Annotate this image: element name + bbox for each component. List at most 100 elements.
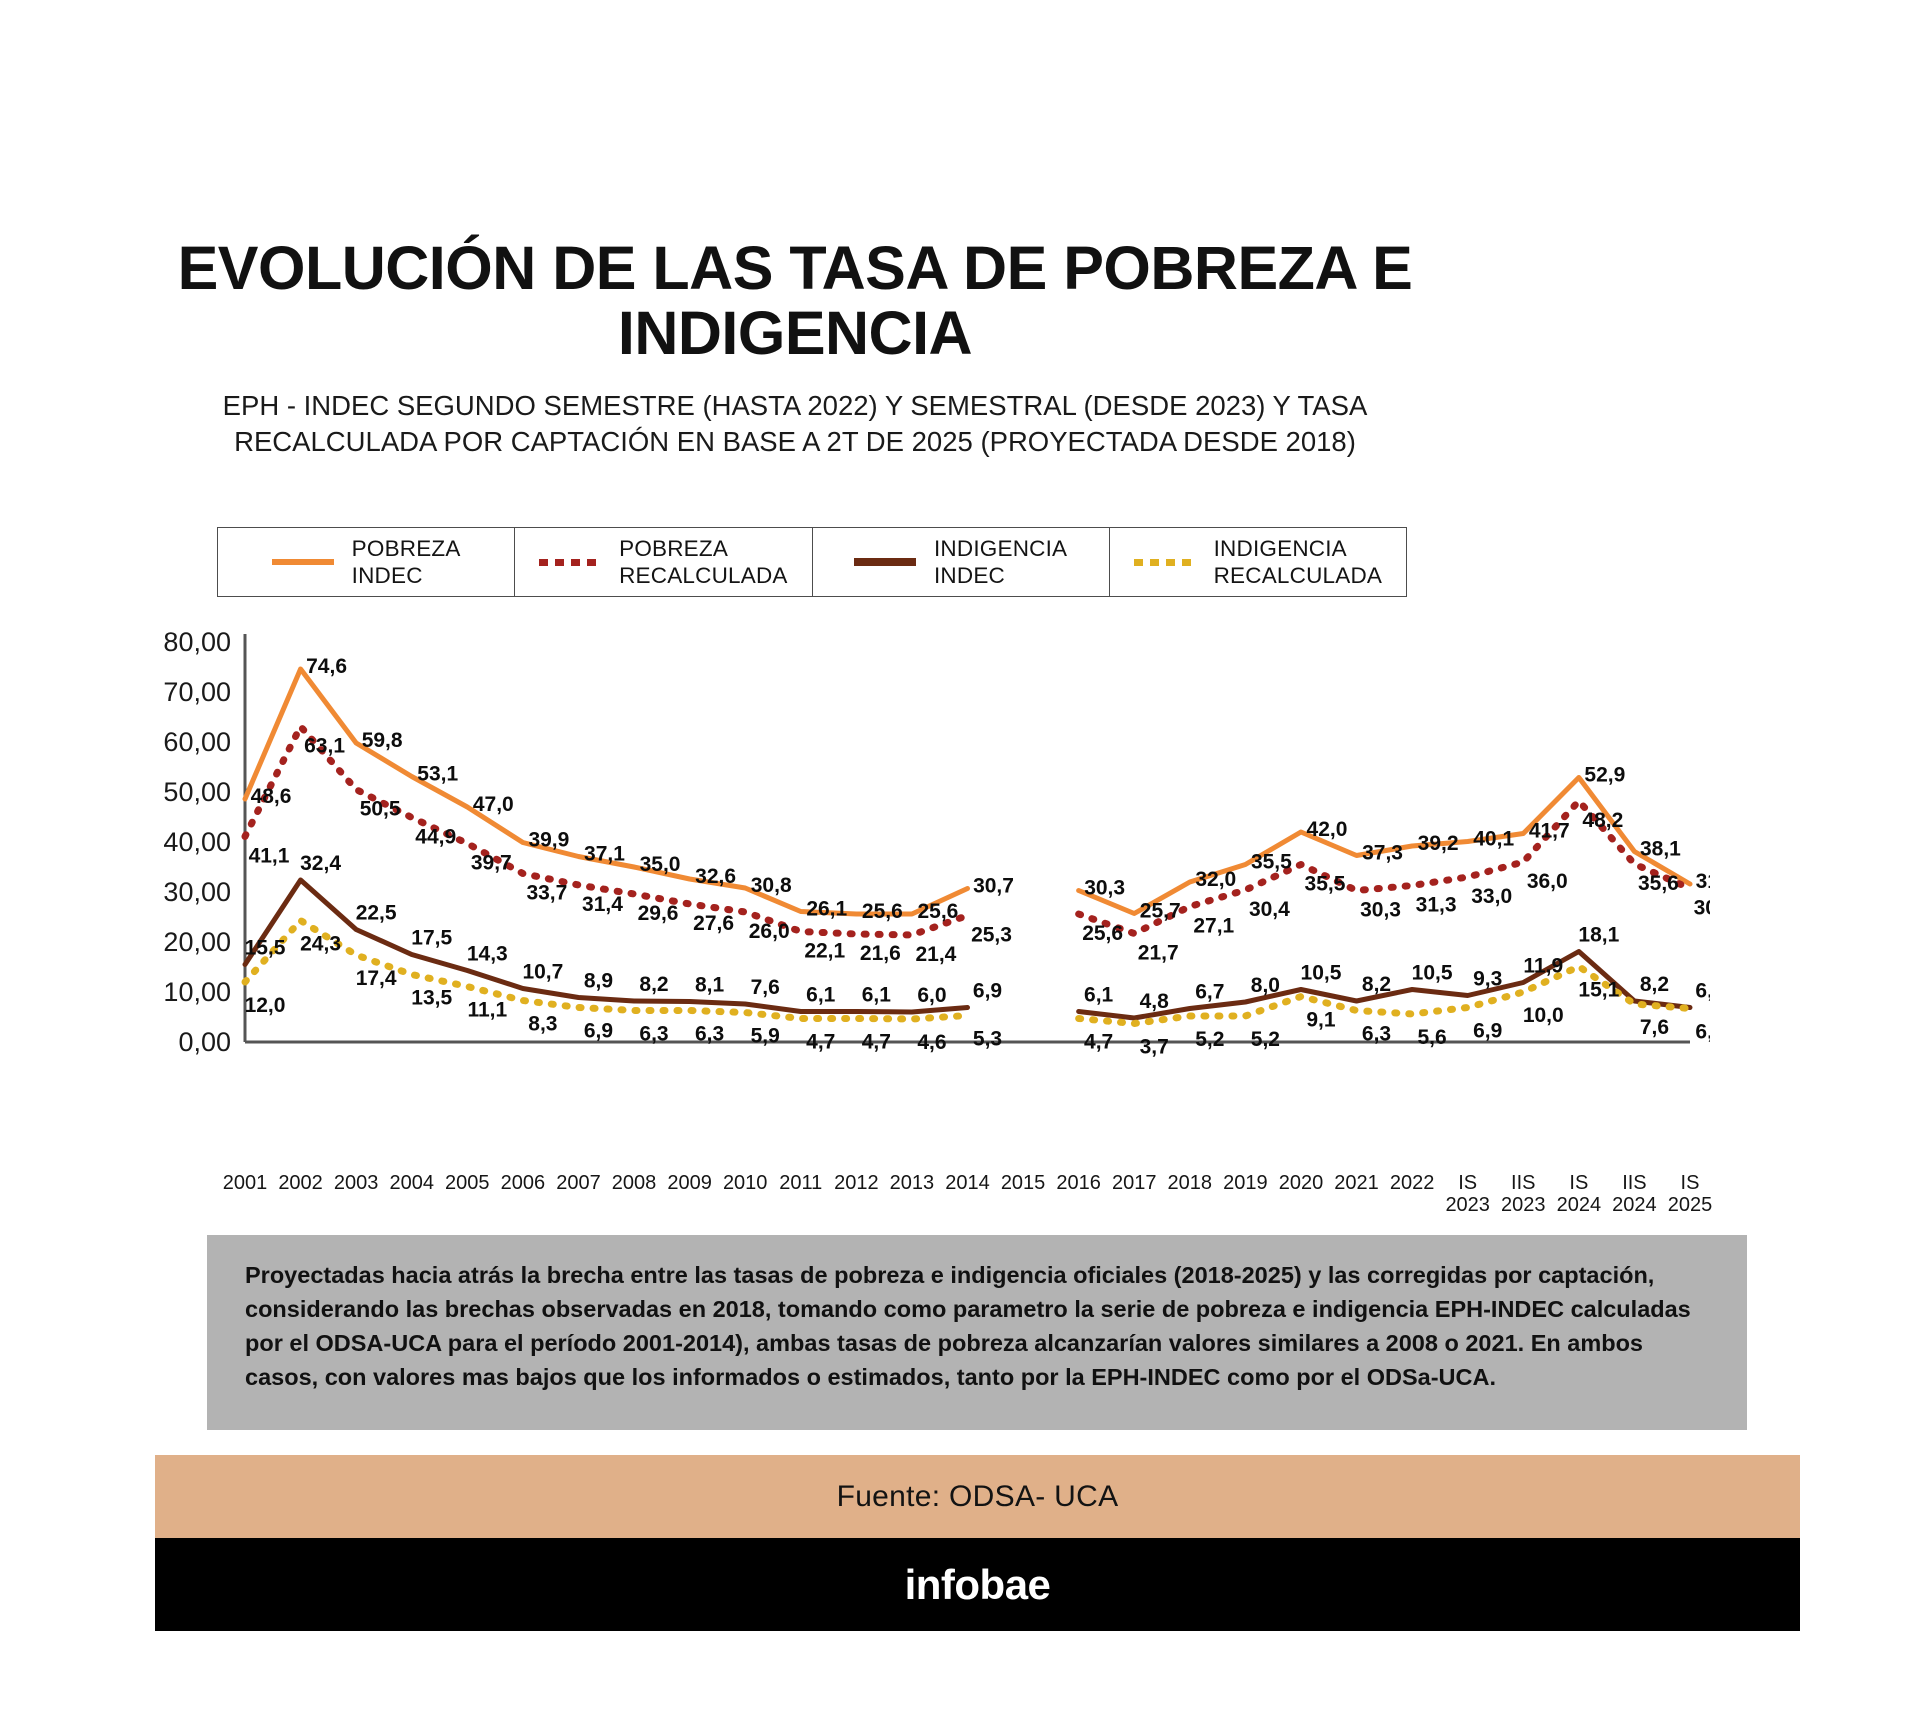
data-label: 31,3	[1416, 894, 1457, 917]
data-label: 6,9	[1473, 1020, 1502, 1043]
data-label: 6,7	[1195, 981, 1224, 1004]
x-tick-label: 2010	[722, 1172, 768, 1194]
data-label: 30,7	[973, 875, 1014, 898]
series-line	[241, 723, 971, 939]
data-label: 50,5	[360, 798, 401, 821]
data-label: 7,6	[1640, 1016, 1669, 1039]
data-label: 25,6	[917, 900, 958, 923]
data-label: 41,7	[1529, 820, 1570, 843]
data-label: 4,6	[917, 1031, 946, 1054]
x-tick-label: 2002	[278, 1172, 323, 1194]
page-title: EVOLUCIÓN DE LAS TASA DE POBREZA E INDIG…	[177, 233, 1413, 367]
data-label: 6,1	[862, 984, 892, 1007]
data-label: 30,8	[751, 874, 792, 897]
data-label: 6,1	[1084, 984, 1114, 1007]
data-label: 31,4	[582, 893, 623, 916]
data-label: 39,2	[1418, 832, 1459, 855]
data-label: 37,1	[584, 843, 625, 866]
line-swatch-icon	[271, 559, 334, 565]
data-label: 5,2	[1251, 1028, 1280, 1051]
x-tick-label: 2013	[889, 1172, 935, 1194]
data-label: 13,5	[411, 987, 452, 1010]
x-tick-label: 2017	[1111, 1172, 1157, 1194]
data-label: 14,3	[467, 943, 508, 966]
data-label: 6,3	[1362, 1023, 1391, 1046]
source-bar: Fuente: ODSA- UCA	[155, 1455, 1800, 1538]
data-label: 53,1	[417, 763, 458, 786]
legend-item-indigencia-recalculada[interactable]: INDIGENCIA RECALCULADA	[1110, 528, 1406, 596]
legend-label: POBREZA RECALCULADA	[619, 535, 788, 588]
data-label: 36,0	[1527, 870, 1568, 893]
data-label: 59,8	[362, 729, 403, 752]
series-line	[242, 666, 970, 917]
data-label: 5,9	[751, 1025, 780, 1048]
x-tick-label: IS 2025	[1667, 1172, 1713, 1217]
data-label: 29,6	[638, 902, 679, 925]
data-label: 47,0	[473, 793, 514, 816]
data-label: 11,1	[467, 999, 507, 1022]
data-label: 4,7	[1084, 1031, 1113, 1054]
data-label: 27,1	[1193, 915, 1234, 938]
x-tick-label: 2018	[1167, 1172, 1213, 1194]
note-box	[207, 1235, 1747, 1430]
y-tick-label: 10,00	[163, 977, 231, 1007]
x-tick-label: 2008	[611, 1172, 657, 1194]
legend-item-pobreza-indec[interactable]: POBREZA INDEC	[218, 528, 516, 596]
data-label: 6,9	[1695, 980, 1710, 1003]
data-label: 7,6	[751, 976, 780, 999]
chart-canvas: 0,00 10,00 20,00 30,00 40,00 50,00 60,00 70,00 8…	[163, 630, 1710, 1059]
data-label: 26,1	[806, 898, 847, 921]
data-label: 42,0	[1307, 818, 1348, 841]
y-tick-label: 40,00	[163, 827, 231, 857]
x-tick-label: 2019	[1223, 1172, 1268, 1194]
data-label: 24,3	[300, 933, 341, 956]
footer-brand-bar: infobae	[155, 1538, 1800, 1631]
x-tick-label: 2020	[1278, 1172, 1324, 1194]
x-tick-label: 2001	[222, 1172, 268, 1194]
legend-item-indigencia-indec[interactable]: INDIGENCIA INDEC	[813, 528, 1110, 596]
y-tick-label: 30,00	[163, 877, 231, 907]
data-label: 33,7	[526, 882, 567, 905]
data-label: 38,1	[1640, 838, 1681, 861]
data-label: 6,9	[973, 980, 1002, 1003]
x-tick-label: 2003	[333, 1172, 379, 1194]
data-label: 41,1	[249, 845, 290, 868]
note-text: Proyectadas hacia atrás la brecha entre …	[245, 1262, 1691, 1391]
x-tick-label: 2021	[1334, 1172, 1379, 1194]
data-label: 8,2	[639, 973, 668, 996]
legend-item-pobreza-recalculada[interactable]: POBREZA RECALCULADA	[515, 528, 813, 596]
data-label: 22,1	[804, 940, 845, 963]
chart-legend: POBREZA INDEC POBREZA RECALCULADA INDIGE…	[217, 527, 1407, 597]
data-label: 8,3	[528, 1013, 557, 1036]
data-label: 35,0	[640, 853, 681, 876]
data-label: 21,7	[1138, 942, 1179, 965]
data-label: 52,9	[1584, 764, 1625, 787]
dotted-line-swatch-icon	[539, 558, 602, 566]
data-label: 32,4	[300, 852, 341, 875]
x-tick-label: IIS 2023	[1501, 1172, 1546, 1217]
data-label: 35,6	[1638, 872, 1679, 895]
data-label: 25,3	[971, 924, 1012, 947]
data-label: 25,7	[1140, 900, 1181, 923]
data-label: 17,5	[411, 927, 452, 950]
series-line	[1075, 963, 1694, 1027]
data-label: 26,0	[749, 920, 790, 943]
y-tick-label: 20,00	[163, 927, 231, 957]
y-tick-label: 80,00	[163, 630, 231, 657]
x-tick-label: 2004	[389, 1172, 434, 1194]
x-tick-label: 2016	[1056, 1172, 1101, 1194]
x-tick-label: 2007	[556, 1172, 601, 1194]
data-label: 35,5	[1305, 873, 1346, 896]
legend-label: INDIGENCIA RECALCULADA	[1213, 535, 1383, 588]
x-tick-label: IS 2023	[1445, 1172, 1490, 1217]
data-label: 9,1	[1306, 1009, 1336, 1032]
data-label: 30,4	[1249, 898, 1290, 921]
x-axis-labels: 2001 2002 2003 2004 2005 2006 2007 2008 2009 2010…	[150, 1172, 1713, 1230]
data-label: 35,5	[1251, 851, 1292, 874]
data-label: 22,5	[356, 902, 397, 925]
data-label: 30,3	[1360, 899, 1401, 922]
data-label: 74,6	[306, 655, 347, 678]
data-label: 6,1	[806, 984, 836, 1007]
series-line	[1075, 797, 1694, 937]
data-label: 5,3	[973, 1028, 1002, 1051]
